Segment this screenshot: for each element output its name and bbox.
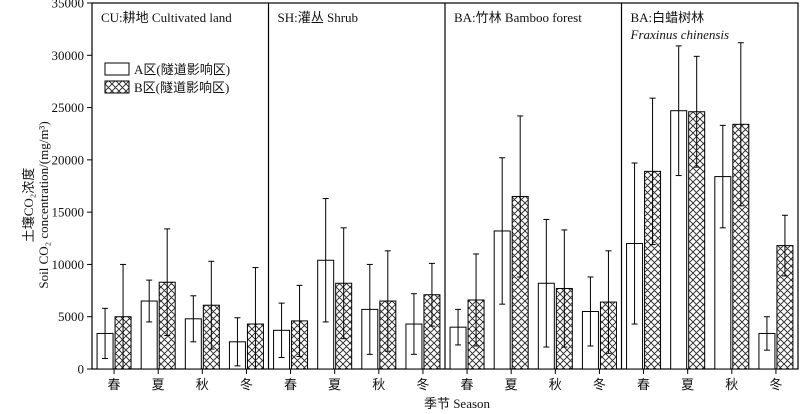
x-tick-label: 秋 bbox=[196, 377, 209, 392]
x-tick-label: 春 bbox=[637, 377, 650, 392]
x-tick-label: 夏 bbox=[505, 377, 518, 392]
y-axis-label-cn: 土壤CO₂浓度 bbox=[21, 168, 36, 243]
x-tick-label: 夏 bbox=[328, 377, 341, 392]
bars-layer bbox=[96, 42, 794, 370]
x-tick-label: 春 bbox=[108, 377, 121, 392]
axes: 0 5000 10000 15000 20000 25000 30000 35000 CU:耕地… bbox=[52, 0, 799, 392]
y-tick-label: 20000 bbox=[52, 152, 85, 167]
x-tick-label: 冬 bbox=[593, 377, 606, 392]
x-tick-label: 秋 bbox=[372, 377, 385, 392]
x-tick-label: 春 bbox=[284, 377, 297, 392]
y-tick-label: 0 bbox=[78, 362, 85, 377]
labels-layer: 土壤CO₂浓度 Soil CO₂ concentration/(mg/m³) 季… bbox=[21, 121, 491, 411]
y-tick-label: 35000 bbox=[52, 0, 85, 11]
x-tick-label: 冬 bbox=[416, 377, 429, 392]
x-tick-label: 冬 bbox=[240, 377, 253, 392]
panel-title: BA:竹林 Bamboo forest bbox=[454, 10, 582, 25]
panel-title-italic: Fraxinus chinensis bbox=[630, 27, 730, 42]
panel-title: BA:白蜡树林 bbox=[631, 10, 705, 25]
y-tick-label: 25000 bbox=[52, 100, 85, 115]
x-axis-label: 季节 Season bbox=[424, 396, 491, 411]
x-tick-label: 夏 bbox=[152, 377, 165, 392]
y-axis-label-en: Soil CO₂ concentration/(mg/m³) bbox=[36, 121, 51, 288]
x-tick-label: 秋 bbox=[725, 377, 738, 392]
legend-label-b: B区(隧道影响区) bbox=[134, 80, 229, 95]
legend-swatch-b bbox=[104, 80, 130, 94]
y-tick-label: 10000 bbox=[52, 257, 85, 272]
legend-label-a: A区(隧道影响区) bbox=[134, 62, 230, 77]
legend: A区(隧道影响区) B区(隧道影响区) bbox=[104, 62, 230, 95]
panel-title: CU:耕地 Cultivated land bbox=[101, 10, 232, 25]
x-tick-label: 秋 bbox=[549, 377, 562, 392]
y-tick-label: 5000 bbox=[58, 309, 84, 324]
x-tick-label: 春 bbox=[461, 377, 474, 392]
y-tick-label: 15000 bbox=[52, 205, 85, 220]
legend-swatch-a bbox=[104, 62, 130, 76]
panel-title: SH:灌丛 Shrub bbox=[278, 10, 359, 25]
y-tick-label: 30000 bbox=[52, 48, 85, 63]
x-tick-label: 冬 bbox=[769, 377, 782, 392]
x-tick-label: 夏 bbox=[681, 377, 694, 392]
